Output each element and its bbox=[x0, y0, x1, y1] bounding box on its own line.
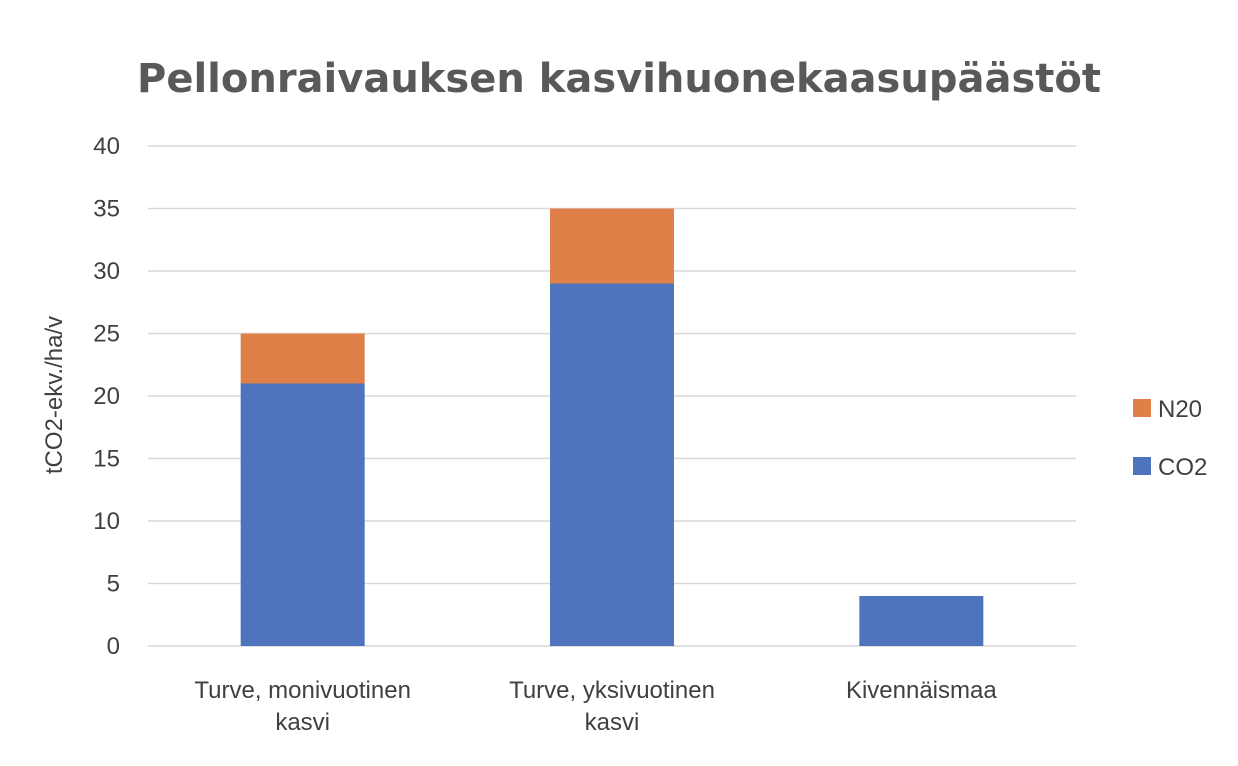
y-tick-label-5: 5 bbox=[107, 571, 120, 598]
y-tick-label-15: 15 bbox=[93, 446, 120, 473]
chart-title: Pellonraivauksen kasvihuonekaasupäästöt bbox=[137, 56, 1101, 102]
legend-label-co2: CO2 bbox=[1158, 454, 1207, 481]
legend-label-n20: N20 bbox=[1158, 396, 1202, 423]
x-category-label-0: Turve, monivuotinen kasvi bbox=[194, 677, 411, 736]
y-axis-ticks: 0 5 10 15 20 25 30 35 40 bbox=[93, 133, 120, 660]
bar-co2-0 bbox=[240, 383, 365, 646]
x-category-label-1: Turve, yksivuotinen kasvi bbox=[509, 677, 715, 736]
x-category-label-2: Kivennäismaa bbox=[846, 677, 997, 704]
legend-swatch-n20 bbox=[1133, 399, 1151, 417]
y-tick-label-25: 25 bbox=[93, 321, 120, 348]
bar-co2-2 bbox=[859, 596, 984, 646]
y-tick-label-35: 35 bbox=[93, 196, 120, 223]
y-tick-label-10: 10 bbox=[93, 508, 120, 535]
y-tick-label-30: 30 bbox=[93, 258, 120, 285]
bar-n20-1 bbox=[550, 208, 674, 284]
x-category-label-line: Turve, monivuotinen bbox=[194, 677, 411, 704]
y-tick-label-40: 40 bbox=[93, 133, 120, 160]
y-axis-title: tCO2-ekv./ha/v bbox=[41, 316, 68, 474]
legend: N20 CO2 bbox=[1133, 396, 1207, 481]
x-category-label-line: Turve, yksivuotinen bbox=[509, 677, 715, 704]
x-category-label-line: Kivennäismaa bbox=[846, 677, 997, 704]
y-tick-label-20: 20 bbox=[93, 383, 120, 410]
bar-n20-0 bbox=[240, 333, 365, 384]
legend-swatch-co2 bbox=[1133, 457, 1151, 475]
bars bbox=[240, 208, 984, 646]
y-tick-label-0: 0 bbox=[107, 633, 120, 660]
bar-co2-1 bbox=[550, 283, 674, 646]
x-category-label-line: kasvi bbox=[275, 709, 330, 736]
x-category-label-line: kasvi bbox=[585, 709, 640, 736]
